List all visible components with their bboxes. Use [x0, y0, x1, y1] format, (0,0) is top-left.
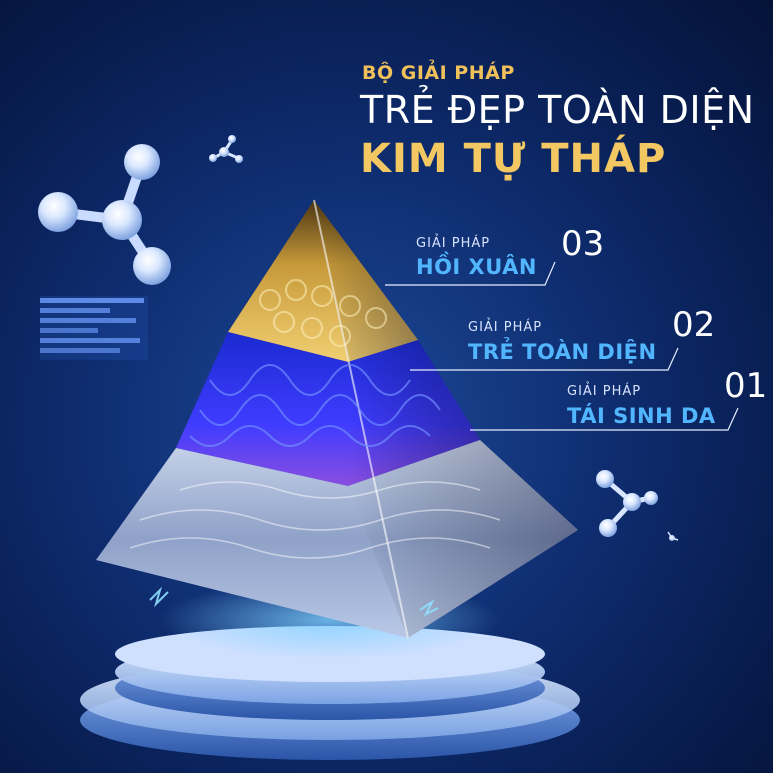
level-prefix: GIẢI PHÁP [468, 320, 543, 335]
level-name: TÁI SINH DA [567, 404, 716, 428]
connector-lines [385, 261, 739, 431]
bar-stripes-decoration [40, 296, 148, 360]
level-number: 02 [672, 305, 716, 345]
headline-text: TRẺ ĐẸP TOÀN DIỆN [360, 88, 755, 132]
molecule-icon-small [209, 135, 243, 163]
level-number: 01 [724, 366, 768, 406]
molecule-icon-large [38, 144, 171, 285]
level-name: TRẺ TOÀN DIỆN [468, 340, 657, 364]
molecule-icon-right [596, 470, 679, 541]
level-number: 03 [561, 224, 605, 264]
level-prefix: GIẢI PHÁP [567, 384, 642, 399]
level-name: HỒI XUÂN [416, 255, 537, 279]
page-title: KIM TỰ THÁP [360, 136, 667, 182]
level-prefix: GIẢI PHÁP [416, 236, 491, 251]
eyebrow-text: BỘ GIẢI PHÁP [362, 62, 515, 84]
pyramid-illustration [96, 199, 578, 639]
